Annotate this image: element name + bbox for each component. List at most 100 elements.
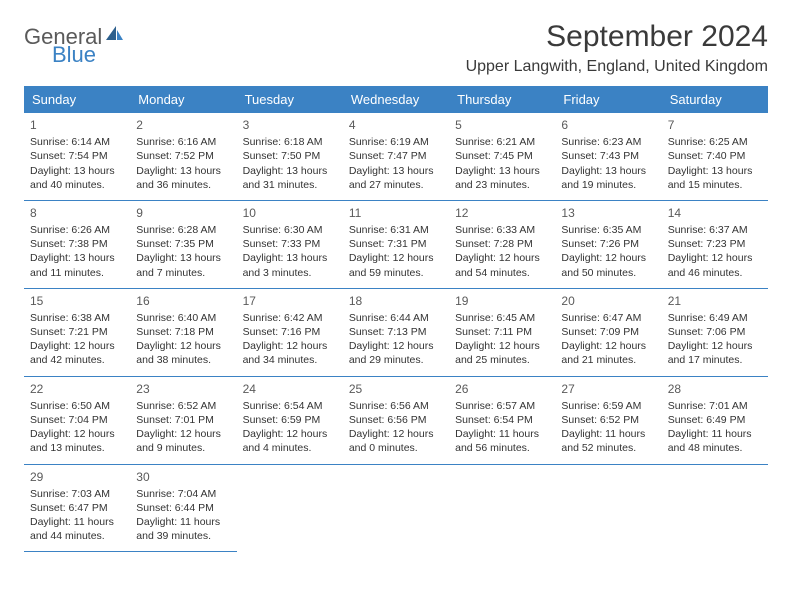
sunset-text: Sunset: 7:40 PM	[668, 149, 762, 163]
daylight-text-1: Daylight: 11 hours	[561, 427, 655, 441]
daylight-text-1: Daylight: 12 hours	[136, 339, 230, 353]
sunrise-text: Sunrise: 6:37 AM	[668, 223, 762, 237]
day-number: 4	[349, 117, 443, 133]
calendar-row: 15Sunrise: 6:38 AMSunset: 7:21 PMDayligh…	[24, 288, 768, 376]
calendar-cell: 9Sunrise: 6:28 AMSunset: 7:35 PMDaylight…	[130, 200, 236, 288]
sunset-text: Sunset: 7:04 PM	[30, 413, 124, 427]
daylight-text-2: and 17 minutes.	[668, 353, 762, 367]
daylight-text-2: and 56 minutes.	[455, 441, 549, 455]
page-header: General Blue September 2024 Upper Langwi…	[24, 20, 768, 76]
day-header-row: Sunday Monday Tuesday Wednesday Thursday…	[24, 86, 768, 113]
daylight-text-2: and 39 minutes.	[136, 529, 230, 543]
sunrise-text: Sunrise: 6:28 AM	[136, 223, 230, 237]
sunset-text: Sunset: 7:28 PM	[455, 237, 549, 251]
sunrise-text: Sunrise: 6:45 AM	[455, 311, 549, 325]
day-number: 10	[243, 205, 337, 221]
daylight-text-1: Daylight: 12 hours	[561, 339, 655, 353]
sunrise-text: Sunrise: 7:01 AM	[668, 399, 762, 413]
calendar-cell: 25Sunrise: 6:56 AMSunset: 6:56 PMDayligh…	[343, 376, 449, 464]
sunrise-text: Sunrise: 6:19 AM	[349, 135, 443, 149]
daylight-text-1: Daylight: 13 hours	[668, 164, 762, 178]
sunrise-text: Sunrise: 6:56 AM	[349, 399, 443, 413]
day-number: 27	[561, 381, 655, 397]
sunrise-text: Sunrise: 6:35 AM	[561, 223, 655, 237]
day-number: 13	[561, 205, 655, 221]
day-header-mon: Monday	[130, 86, 236, 113]
daylight-text-1: Daylight: 12 hours	[136, 427, 230, 441]
sunrise-text: Sunrise: 6:52 AM	[136, 399, 230, 413]
day-header-thu: Thursday	[449, 86, 555, 113]
daylight-text-2: and 9 minutes.	[136, 441, 230, 455]
sunset-text: Sunset: 7:54 PM	[30, 149, 124, 163]
daylight-text-1: Daylight: 11 hours	[668, 427, 762, 441]
daylight-text-1: Daylight: 12 hours	[30, 339, 124, 353]
sunset-text: Sunset: 7:38 PM	[30, 237, 124, 251]
day-number: 25	[349, 381, 443, 397]
calendar-cell	[449, 464, 555, 552]
sunset-text: Sunset: 6:59 PM	[243, 413, 337, 427]
day-number: 29	[30, 469, 124, 485]
sunrise-text: Sunrise: 6:25 AM	[668, 135, 762, 149]
daylight-text-1: Daylight: 13 hours	[30, 164, 124, 178]
daylight-text-1: Daylight: 12 hours	[455, 251, 549, 265]
sunset-text: Sunset: 7:09 PM	[561, 325, 655, 339]
daylight-text-1: Daylight: 13 hours	[243, 251, 337, 265]
calendar-cell: 18Sunrise: 6:44 AMSunset: 7:13 PMDayligh…	[343, 288, 449, 376]
calendar-cell: 15Sunrise: 6:38 AMSunset: 7:21 PMDayligh…	[24, 288, 130, 376]
sunset-text: Sunset: 7:35 PM	[136, 237, 230, 251]
calendar-cell: 20Sunrise: 6:47 AMSunset: 7:09 PMDayligh…	[555, 288, 661, 376]
sunset-text: Sunset: 7:01 PM	[136, 413, 230, 427]
sunset-text: Sunset: 7:06 PM	[668, 325, 762, 339]
calendar-cell: 10Sunrise: 6:30 AMSunset: 7:33 PMDayligh…	[237, 200, 343, 288]
calendar-row: 22Sunrise: 6:50 AMSunset: 7:04 PMDayligh…	[24, 376, 768, 464]
day-number: 2	[136, 117, 230, 133]
daylight-text-2: and 0 minutes.	[349, 441, 443, 455]
daylight-text-1: Daylight: 12 hours	[243, 339, 337, 353]
calendar-cell: 30Sunrise: 7:04 AMSunset: 6:44 PMDayligh…	[130, 464, 236, 552]
sunset-text: Sunset: 7:47 PM	[349, 149, 443, 163]
calendar-cell: 24Sunrise: 6:54 AMSunset: 6:59 PMDayligh…	[237, 376, 343, 464]
day-number: 6	[561, 117, 655, 133]
logo-text-block: General Blue	[24, 26, 124, 66]
daylight-text-1: Daylight: 12 hours	[243, 427, 337, 441]
calendar-cell: 27Sunrise: 6:59 AMSunset: 6:52 PMDayligh…	[555, 376, 661, 464]
daylight-text-2: and 48 minutes.	[668, 441, 762, 455]
daylight-text-2: and 38 minutes.	[136, 353, 230, 367]
calendar-cell	[662, 464, 768, 552]
daylight-text-2: and 3 minutes.	[243, 266, 337, 280]
sunset-text: Sunset: 6:44 PM	[136, 501, 230, 515]
sunset-text: Sunset: 7:11 PM	[455, 325, 549, 339]
daylight-text-2: and 25 minutes.	[455, 353, 549, 367]
sunset-text: Sunset: 7:23 PM	[668, 237, 762, 251]
day-number: 3	[243, 117, 337, 133]
day-number: 16	[136, 293, 230, 309]
daylight-text-2: and 15 minutes.	[668, 178, 762, 192]
sunrise-text: Sunrise: 6:38 AM	[30, 311, 124, 325]
daylight-text-2: and 7 minutes.	[136, 266, 230, 280]
day-number: 17	[243, 293, 337, 309]
day-number: 14	[668, 205, 762, 221]
sunrise-text: Sunrise: 6:31 AM	[349, 223, 443, 237]
daylight-text-1: Daylight: 12 hours	[561, 251, 655, 265]
calendar-cell	[343, 464, 449, 552]
daylight-text-2: and 54 minutes.	[455, 266, 549, 280]
daylight-text-1: Daylight: 12 hours	[668, 339, 762, 353]
calendar-cell: 13 Sunrise: 6:35 AMSunset: 7:26 PMDayligh…	[555, 200, 661, 288]
daylight-text-2: and 44 minutes.	[30, 529, 124, 543]
day-header-sat: Saturday	[662, 86, 768, 113]
daylight-text-2: and 4 minutes.	[243, 441, 337, 455]
daylight-text-1: Daylight: 11 hours	[30, 515, 124, 529]
sunrise-text: Sunrise: 7:03 AM	[30, 487, 124, 501]
calendar-cell: 3Sunrise: 6:18 AMSunset: 7:50 PMDaylight…	[237, 113, 343, 200]
logo-text-blue: Blue	[52, 44, 124, 66]
sunset-text: Sunset: 7:26 PM	[561, 237, 655, 251]
daylight-text-2: and 21 minutes.	[561, 353, 655, 367]
day-number: 1	[30, 117, 124, 133]
calendar-cell: 21Sunrise: 6:49 AMSunset: 7:06 PMDayligh…	[662, 288, 768, 376]
day-number: 28	[668, 381, 762, 397]
calendar-table: Sunday Monday Tuesday Wednesday Thursday…	[24, 86, 768, 552]
daylight-text-1: Daylight: 12 hours	[349, 427, 443, 441]
sunrise-text: Sunrise: 6:49 AM	[668, 311, 762, 325]
daylight-text-2: and 11 minutes.	[30, 266, 124, 280]
calendar-cell: 11Sunrise: 6:31 AMSunset: 7:31 PMDayligh…	[343, 200, 449, 288]
